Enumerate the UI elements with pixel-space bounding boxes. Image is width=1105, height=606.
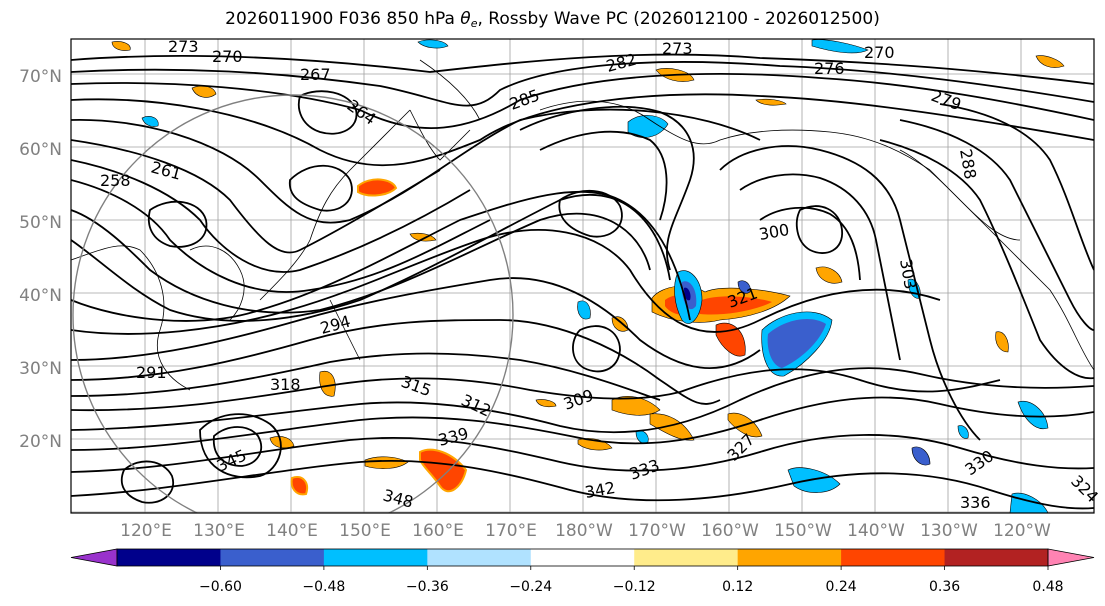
colorbar-segment bbox=[944, 549, 1049, 566]
longitude-label: 170°W bbox=[628, 521, 686, 541]
contour-label: 273 bbox=[168, 37, 199, 56]
positive-anomaly-patch bbox=[535, 399, 557, 408]
colorbar-tick-label: −0.24 bbox=[509, 579, 552, 595]
longitude-label: 130°W bbox=[920, 521, 978, 541]
colorbar-segment bbox=[117, 549, 221, 566]
contour-label: 267 bbox=[300, 65, 331, 84]
negative-anomaly-core bbox=[767, 319, 826, 368]
latitude-label: 20°N bbox=[19, 432, 62, 452]
negative-anomaly-patch bbox=[577, 300, 591, 320]
coastlines bbox=[71, 59, 1094, 391]
colorbar-segment bbox=[323, 549, 428, 566]
latitude-label: 60°N bbox=[19, 140, 62, 160]
positive-anomaly-patch bbox=[611, 316, 629, 332]
negative-anomaly-patch bbox=[811, 39, 869, 54]
latitude-label: 70°N bbox=[19, 67, 62, 87]
positive-anomaly-patch bbox=[995, 331, 1009, 353]
colorbar-tick-label: −0.36 bbox=[406, 579, 449, 595]
latitude-label: 30°N bbox=[19, 359, 62, 379]
colorbar-extend-low bbox=[70, 548, 118, 567]
contour-label: 276 bbox=[814, 59, 845, 78]
colorbar-tick-label: −0.60 bbox=[199, 579, 242, 595]
latitude-label: 40°N bbox=[19, 286, 62, 306]
negative-anomaly-patch bbox=[957, 425, 969, 439]
longitude-label: 130°E bbox=[193, 521, 245, 541]
colorbar-segment bbox=[530, 549, 635, 566]
longitude-label: 140°W bbox=[847, 521, 905, 541]
positive-anomaly-patch bbox=[419, 448, 468, 493]
contour-label: 291 bbox=[136, 363, 167, 382]
longitude-label: 160°W bbox=[701, 521, 759, 541]
colorbar-extend-high bbox=[1047, 548, 1095, 567]
longitude-label: 120°E bbox=[120, 521, 172, 541]
negative-anomaly-patch bbox=[417, 39, 449, 49]
positive-anomaly-patch bbox=[319, 370, 336, 397]
longitude-label: 150°W bbox=[774, 521, 832, 541]
colorbar-tick-label: −0.48 bbox=[302, 579, 345, 595]
colorbar-segment bbox=[220, 549, 325, 566]
map-border bbox=[70, 38, 1095, 514]
contour-label: 336 bbox=[960, 493, 991, 512]
longitude-label: 140°E bbox=[266, 521, 318, 541]
latitude-axis: 70°N 60°N 50°N 40°N 30°N 20°N bbox=[19, 67, 62, 452]
colorbar-tick-label: 0.12 bbox=[722, 579, 753, 595]
positive-anomaly-patch bbox=[357, 178, 398, 197]
colorbar-segment bbox=[841, 549, 946, 566]
contour-label: 258 bbox=[100, 171, 131, 190]
colorbar-tick-label: 0.36 bbox=[929, 579, 960, 595]
longitude-label: 170°E bbox=[485, 521, 537, 541]
positive-anomaly-patch bbox=[290, 476, 308, 496]
positive-anomaly-patch bbox=[755, 98, 787, 106]
latitude-label: 50°N bbox=[19, 213, 62, 233]
positive-anomaly-patch bbox=[111, 41, 131, 51]
negative-anomaly-patch bbox=[911, 446, 931, 466]
longitude-label: 150°E bbox=[339, 521, 391, 541]
colorbar-tick-label: 0.48 bbox=[1032, 579, 1063, 595]
negative-anomaly-patch bbox=[737, 280, 751, 294]
longitude-axis: 120°E 130°E 140°E 150°E 160°E 170°E 180°W 170°W… bbox=[120, 521, 1051, 541]
colorbar-segment bbox=[737, 549, 842, 566]
negative-anomaly-patch bbox=[627, 115, 669, 138]
longitude-label: 180°W bbox=[555, 521, 613, 541]
colorbar-segment bbox=[634, 549, 739, 566]
contour-label: 270 bbox=[864, 43, 895, 62]
colorbar-segment bbox=[427, 549, 532, 566]
positive-anomaly-patch bbox=[409, 232, 437, 242]
theta-e-contours bbox=[71, 53, 1094, 510]
contour-label: 270 bbox=[212, 47, 243, 66]
colorbar-tick-label: 0.24 bbox=[826, 579, 857, 595]
contour-labels: 273 270 267 264 261 258 282 285 276 279 … bbox=[100, 37, 1102, 512]
longitude-label: 160°E bbox=[412, 521, 464, 541]
negative-anomaly-patch bbox=[141, 116, 159, 127]
positive-anomaly-patch bbox=[1035, 55, 1065, 68]
colorbar-outline bbox=[116, 548, 1049, 567]
colorbar-tick-label: −0.12 bbox=[613, 579, 656, 595]
negative-anomaly-shading bbox=[141, 39, 1049, 513]
positive-anomaly-patch bbox=[577, 438, 613, 451]
great-circle-ring bbox=[72, 94, 514, 513]
positive-anomaly-patch bbox=[815, 266, 843, 284]
contour-label: 273 bbox=[662, 39, 693, 58]
longitude-label: 120°W bbox=[993, 521, 1051, 541]
positive-anomaly-patch bbox=[611, 396, 661, 416]
chart-title: 2026011900 F036 850 hPa θe, Rossby Wave … bbox=[225, 9, 880, 30]
colorbar: −0.60 −0.48 −0.36 −0.24 −0.12 0.12 0.24 0.36 0.4… bbox=[70, 548, 1095, 595]
contour-label: 318 bbox=[270, 375, 301, 394]
